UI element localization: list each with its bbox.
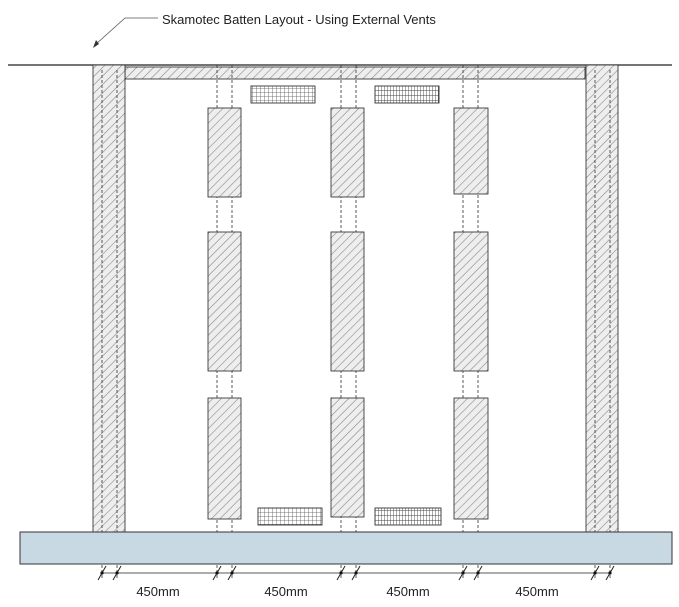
batten xyxy=(207,107,242,198)
vent-top-left xyxy=(250,85,316,104)
dimension-dot xyxy=(339,571,343,575)
batten xyxy=(330,397,365,518)
dimension-label: 450mm xyxy=(386,584,430,599)
footing xyxy=(19,531,673,565)
dimension-dot xyxy=(215,571,219,575)
vent-top-right xyxy=(374,85,440,104)
dimension-dot xyxy=(100,571,104,575)
vent-bottom-right xyxy=(374,507,442,526)
batten xyxy=(207,231,242,372)
batten xyxy=(207,397,242,520)
dimension-label: 450mm xyxy=(264,584,308,599)
dimension-dot xyxy=(461,571,465,575)
dimension-dot xyxy=(230,571,234,575)
batten xyxy=(453,397,489,520)
dimension-dot xyxy=(608,571,612,575)
batten xyxy=(453,231,489,372)
leader-arrow xyxy=(93,40,99,48)
dimension-label: 450mm xyxy=(136,584,180,599)
dimension-dot xyxy=(354,571,358,575)
batten xyxy=(330,231,365,372)
batten xyxy=(453,107,489,195)
dimension-dot xyxy=(115,571,119,575)
diagram-title: Skamotec Batten Layout - Using External … xyxy=(162,12,436,27)
left-post xyxy=(92,64,126,533)
right-post xyxy=(585,64,619,533)
dimension-dot xyxy=(476,571,480,575)
dimension-dots xyxy=(100,571,612,575)
vent-bottom-left xyxy=(257,507,323,526)
dimension-label: 450mm xyxy=(515,584,559,599)
batten xyxy=(330,107,365,198)
title-leader-line xyxy=(94,17,158,46)
top-plate xyxy=(124,66,586,80)
dimension-dot xyxy=(593,571,597,575)
